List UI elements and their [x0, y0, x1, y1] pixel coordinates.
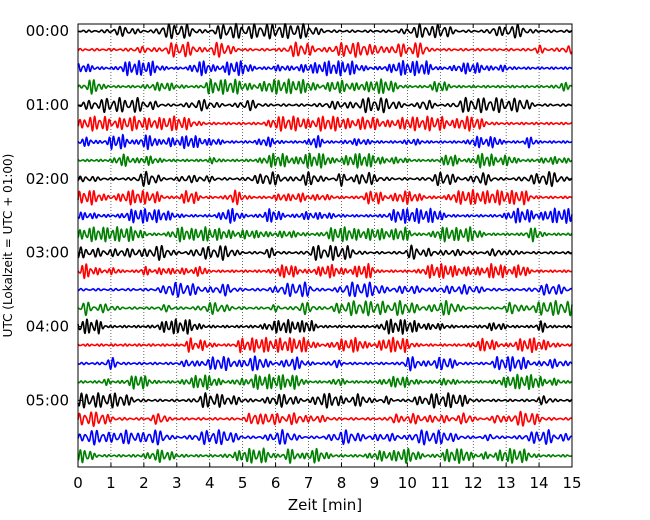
x-tick-label-14: 14 — [530, 474, 549, 492]
x-axis: 0 1 2 3 4 5 6 7 8 9 10 11 12 13 14 15 — [73, 24, 582, 492]
x-tick-label-9: 9 — [370, 474, 380, 492]
x-tick-label-11: 11 — [431, 474, 450, 492]
x-tick-label-7: 7 — [304, 474, 314, 492]
x-tick-label-6: 6 — [271, 474, 281, 492]
trace-19 — [77, 373, 573, 391]
trace-11 — [77, 226, 573, 243]
y-tick-label-2: 02:00 — [26, 170, 69, 188]
x-tick-label-8: 8 — [337, 474, 347, 492]
trace-9 — [77, 189, 573, 206]
x-tick-label-5: 5 — [238, 474, 248, 492]
x-tick-label-15: 15 — [562, 474, 581, 492]
y-tick-label-3: 03:00 — [26, 244, 69, 262]
y-axis-label: UTC (Lokalzeit = UTC + 01:00) — [1, 154, 15, 338]
trace-13 — [77, 262, 573, 280]
grid-layer — [110, 24, 540, 467]
x-tick-label-1: 1 — [106, 474, 116, 492]
trace-23 — [77, 447, 573, 465]
x-tick-label-12: 12 — [464, 474, 483, 492]
y-tick-label-5: 05:00 — [26, 391, 69, 409]
trace-8 — [77, 170, 573, 188]
trace-20 — [77, 392, 573, 409]
y-axis: 00:00 01:00 02:00 03:00 04:00 05:00 — [26, 22, 572, 409]
trace-16 — [77, 318, 573, 335]
trace-3 — [77, 78, 573, 95]
x-tick-label-3: 3 — [172, 474, 182, 492]
trace-1 — [77, 41, 573, 58]
trace-6 — [77, 133, 573, 151]
trace-7 — [77, 152, 573, 169]
y-tick-label-4: 04:00 — [26, 318, 69, 336]
x-tick-label-2: 2 — [139, 474, 149, 492]
trace-0 — [77, 22, 573, 40]
trace-layer — [77, 22, 573, 465]
trace-4 — [77, 96, 573, 114]
trace-15 — [77, 299, 573, 317]
trace-18 — [77, 355, 573, 372]
trace-14 — [77, 281, 573, 298]
x-tick-label-4: 4 — [205, 474, 215, 492]
trace-22 — [77, 429, 573, 446]
x-axis-label: Zeit [min] — [288, 496, 362, 514]
trace-10 — [77, 207, 573, 224]
y-tick-label-1: 01:00 — [26, 96, 69, 114]
x-tick-label-0: 0 — [73, 474, 83, 492]
trace-12 — [77, 244, 573, 261]
y-tick-label-0: 00:00 — [26, 22, 69, 40]
plot-frame — [77, 23, 573, 468]
x-tick-label-13: 13 — [497, 474, 516, 492]
trace-2 — [77, 59, 573, 77]
x-tick-label-10: 10 — [398, 474, 417, 492]
trace-17 — [77, 336, 573, 354]
trace-5 — [77, 115, 573, 132]
trace-21 — [77, 410, 573, 428]
